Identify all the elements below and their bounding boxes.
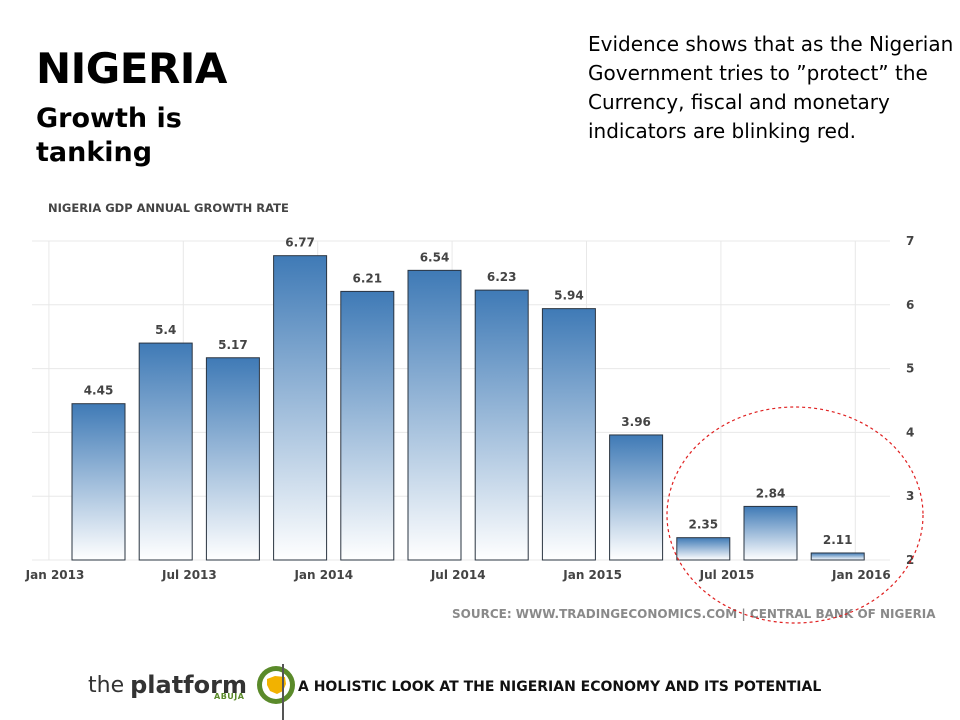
bar [138,342,193,561]
bar [609,434,664,561]
bar-data-label: 6.54 [420,250,450,264]
evidence-line-1: Evidence shows that as the Nigerian [588,32,954,56]
bar [676,537,731,561]
bar-data-label: 5.17 [218,338,248,352]
bar [340,290,395,561]
bar [273,255,328,561]
footer-divider [282,664,284,720]
x-tick-label: Jul 2013 [161,568,217,582]
y-tick-label: 2 [906,553,914,567]
bar-data-label: 5.94 [554,289,584,303]
evidence-text: Evidence shows that as the Nigerian Gove… [588,30,960,150]
bar-data-label: 6.23 [487,270,517,284]
logo-city: ABUJA [214,692,245,701]
bar-data-label: 4.45 [84,384,114,398]
y-tick-label: 5 [906,362,914,376]
x-tick-label: Jan 2013 [25,568,85,582]
footer-tagline: A HOLISTIC LOOK AT THE NIGERIAN ECONOMY … [298,679,822,695]
bar-data-label: 3.96 [621,415,651,429]
y-tick-label: 6 [906,298,914,312]
bar-data-label: 2.35 [688,518,718,532]
evidence-line-2: Government tries to ”protect” the [588,61,928,85]
subtitle-line-2: tanking [36,137,153,168]
subtitle-line-1: Growth is [36,103,182,134]
bar [474,289,529,561]
logo-the: the [88,672,125,698]
bar [407,269,462,561]
nigeria-map-icon [256,666,295,704]
bar-data-label: 6.77 [285,236,315,250]
bar [541,308,596,561]
y-tick-label: 3 [906,489,914,503]
bar-data-label: 5.4 [155,323,176,337]
x-tick-label: Jan 2016 [831,568,891,582]
gdp-growth-chart: NIGERIA GDP ANNUAL GROWTH RATE 4.45 5.4 5.… [25,201,936,624]
bar [810,552,865,561]
x-tick-label: Jan 2015 [562,568,622,582]
page-title: NIGERIA [36,44,227,93]
highlight-circle [666,406,924,624]
bar [71,403,126,561]
bar-data-label: 6.21 [352,271,382,285]
bar [743,505,798,561]
bar-data-label: 2.11 [823,533,853,547]
x-tick-label: Jan 2014 [293,568,353,582]
bar [205,357,260,561]
evidence-line-4: indicators are blinking red. [588,119,857,143]
chart-source: SOURCE: WWW.TRADINGECONOMICS.COM | CENTR… [452,607,936,621]
y-tick-label: 7 [906,234,914,248]
x-tick-label: Jul 2014 [430,568,486,582]
x-tick-label: Jul 2015 [699,568,755,582]
evidence-line-3: Currency, fiscal and monetary [588,90,890,114]
chart-title: NIGERIA GDP ANNUAL GROWTH RATE [48,201,289,215]
page-subtitle: Growth is tanking [36,102,236,170]
bar-data-label: 2.84 [756,486,786,500]
platform-logo: the platform ABUJA [88,660,297,710]
logo-platform: platform [130,671,247,699]
y-tick-label: 4 [906,425,914,439]
